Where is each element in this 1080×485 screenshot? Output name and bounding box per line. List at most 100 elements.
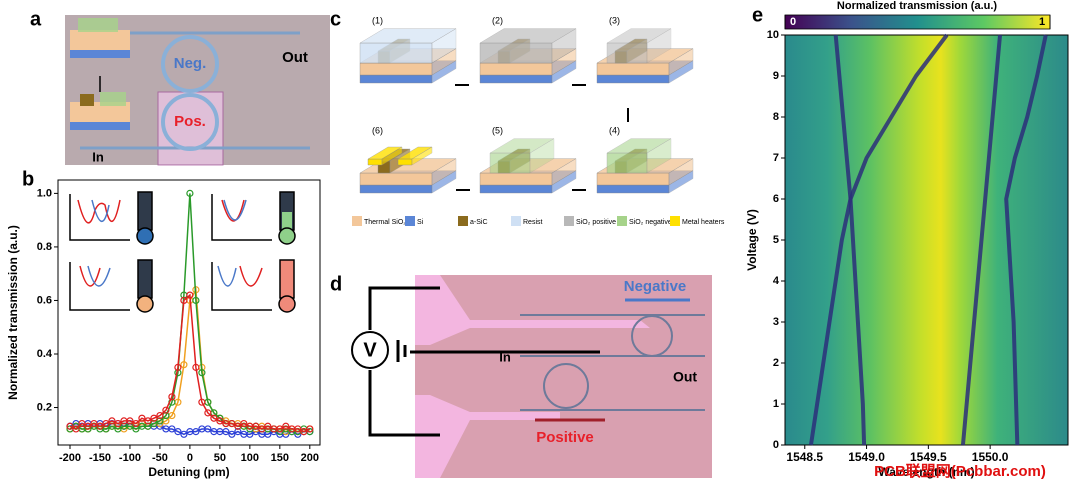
marker [186,291,194,299]
marker [138,414,146,422]
x-tick-label: -200 [59,452,81,464]
colorbar-title: Normalized transmission (a.u.) [837,0,997,12]
marker [252,422,260,430]
marker [108,417,116,425]
marker [96,422,104,430]
legend-label: SiO₂ negative [629,219,672,226]
marker [174,428,182,436]
layer [80,94,94,106]
marker [216,417,224,425]
marker [126,422,134,430]
thermometer [137,191,153,231]
layer [431,48,457,76]
layer [431,28,457,64]
marker [132,425,140,433]
thermometer [136,295,154,313]
layer [489,152,531,174]
ring [631,315,673,357]
heatmap-field [785,35,1068,445]
port-label: In [92,149,104,164]
process-step: (6) [359,125,457,194]
step-label: (6) [372,125,383,135]
y-tick-label: 0 [773,439,779,451]
port-label: In [499,349,511,364]
electrode [415,395,560,478]
marker [294,425,302,433]
layer [367,158,383,166]
layer [596,74,670,84]
y-tick-label: 8 [773,111,779,123]
y-tick-label: 9 [773,70,779,82]
port-label: Out [282,49,308,66]
layer [70,50,130,58]
layer [479,42,553,64]
process-step: (4) [596,125,694,194]
process-step: (5) [479,125,577,194]
battery [396,340,407,362]
marker [174,363,182,371]
legend-swatch [352,216,362,226]
marker [198,398,206,406]
ring [161,35,219,93]
legend-label: Si [417,219,424,226]
layer [70,122,130,130]
legend-swatch [617,216,627,226]
x-tick-label: 1548.5 [786,450,823,464]
x-tick-label: -100 [119,452,141,464]
resonance-dip [808,33,949,446]
layer [70,30,130,50]
inset-curve [91,199,110,222]
marker [66,422,74,430]
circuit [368,286,600,437]
y-tick-label: 7 [773,152,779,164]
x-tick-label: 0 [187,452,193,464]
legend-label: Metal heaters [682,219,725,226]
legend-swatch [458,216,468,226]
layer [606,42,648,64]
inset-curve [221,199,245,222]
x-axis-label: Detuning (pm) [148,465,229,479]
ring [161,93,219,151]
resonance-dip [833,34,867,446]
inset-curve [87,265,111,287]
plot-frame [57,179,321,446]
layer [359,62,433,76]
step-label: (4) [609,125,620,135]
layer [596,62,670,76]
step-label: (1) [372,15,383,25]
marker [150,419,158,428]
y-tick-label: 0.4 [37,348,53,360]
layer [529,138,555,174]
ring-label: Neg. [174,55,207,72]
marker [300,428,308,436]
inset-curve [223,199,247,221]
series-line [69,287,311,433]
marker [234,422,242,430]
layer [646,28,672,64]
x-tick-label: 1549.0 [848,450,885,464]
electrode [415,275,650,345]
marker [210,414,218,422]
legend-swatch [405,216,415,226]
layer [359,74,433,84]
panel-label: d [330,273,342,295]
ring-label: Pos. [174,113,206,130]
x-tick-label: 50 [214,452,226,464]
layer [479,62,553,76]
y-tick-label: 0.6 [37,294,52,306]
marker [180,361,188,369]
arrow-label: Negative [624,278,687,295]
marker [192,296,200,305]
layer [668,48,694,76]
x-axis-label: Wavelength (nm) [878,465,974,479]
marker [126,417,134,425]
marker [180,430,188,438]
marker [204,425,212,433]
marker [282,422,290,430]
legend-swatch [670,216,680,226]
source-label: V [363,339,377,361]
marker [180,296,188,305]
layer [479,74,553,84]
inset-axes [69,262,130,311]
inset-axes [211,262,272,311]
